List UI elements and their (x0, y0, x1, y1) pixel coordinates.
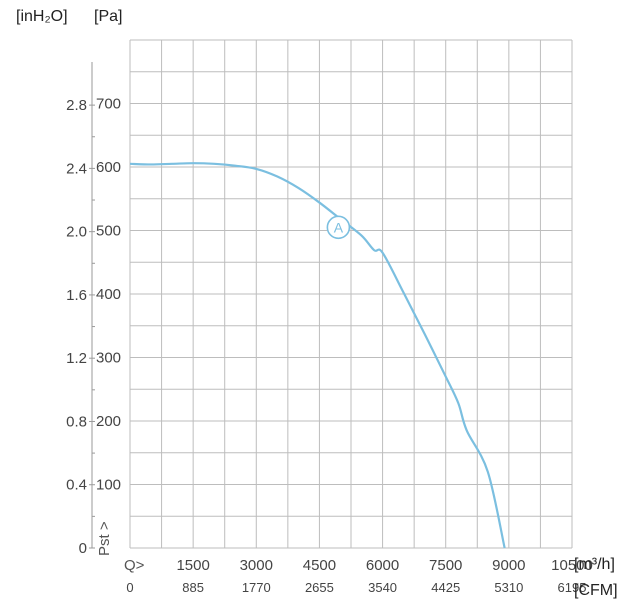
m3h-tick-label: 6000 (366, 557, 399, 574)
inh2o-tick-label: 0.8 (66, 413, 87, 430)
inh2o-unit-label: [inH₂O] (16, 8, 68, 26)
cfm-tick-label: 0 (126, 580, 133, 595)
inh2o-tick-label: 1.6 (66, 287, 87, 304)
axes (89, 62, 95, 548)
grid (130, 40, 572, 548)
annotation-layer: A (327, 216, 349, 238)
cfm-tick-label: 3540 (368, 580, 397, 595)
inh2o-tick-label: 2.8 (66, 97, 87, 114)
pa-tick-label: 400 (96, 286, 121, 303)
m3h-tick-label: 7500 (429, 557, 462, 574)
pst-axis-label: Pst > (96, 521, 113, 556)
cfm-tick-label: 1770 (242, 580, 271, 595)
pa-tick-label: 600 (96, 159, 121, 176)
cfm-tick-label: 4425 (431, 580, 460, 595)
m3h-tick-label: 4500 (303, 557, 336, 574)
cfm-tick-label: 885 (182, 580, 204, 595)
pa-tick-label: 700 (96, 96, 121, 113)
cfm-unit-label: [CFM] (574, 582, 618, 600)
inh2o-tick-label: 1.2 (66, 350, 87, 367)
cfm-tick-label: 5310 (494, 580, 523, 595)
inh2o-tick-label: 0.4 (66, 477, 87, 494)
inh2o-tick-label: 2.0 (66, 224, 87, 241)
curve-layer (130, 163, 505, 548)
m3h-tick-label: 1500 (176, 557, 209, 574)
m3h-tick-label: 3000 (240, 557, 273, 574)
tick-labels: 0 0.4 0.8 1.2 1.6 2.0 2.4 2.8 100 200 300 400 500 600… (66, 96, 593, 596)
pressure-curve (130, 163, 505, 548)
pa-tick-label: 100 (96, 477, 121, 494)
pa-unit-label: [Pa] (94, 8, 122, 26)
inh2o-tick-label: 2.4 (66, 160, 87, 177)
pa-tick-label: 500 (96, 223, 121, 240)
inh2o-tick-label: 0 (79, 540, 87, 557)
pa-tick-label: 300 (96, 350, 121, 367)
q-axis-label: Q> (124, 557, 144, 574)
pa-tick-label: 200 (96, 413, 121, 430)
m3h-tick-label: 9000 (492, 557, 525, 574)
operating-point-label: A (334, 219, 344, 235)
cfm-tick-label: 2655 (305, 580, 334, 595)
m3h-unit-label: [m³/h] (574, 556, 615, 574)
